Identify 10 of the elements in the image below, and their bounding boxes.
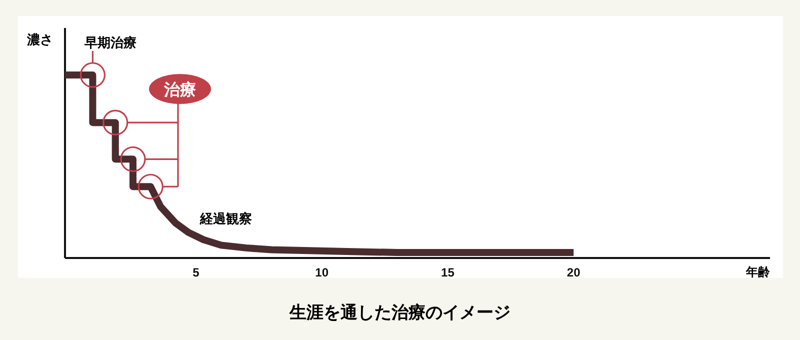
annotation: 経過観察	[199, 211, 252, 228]
x-tick-label: 20	[566, 266, 581, 280]
x-axis-title: 年齢	[745, 265, 771, 279]
text: 生涯を通した治療のイメージ	[288, 303, 510, 323]
x-tick-label: 5	[192, 266, 200, 280]
annotation: 早期治療	[84, 35, 137, 51]
annotation: 治療	[163, 80, 196, 99]
y-axis-title: 濃さ	[26, 33, 53, 48]
x-tick-label: 15	[441, 266, 455, 280]
x-tick-label: 10	[315, 266, 329, 280]
